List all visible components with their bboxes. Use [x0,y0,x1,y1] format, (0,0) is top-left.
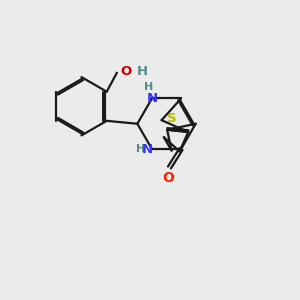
Text: S: S [167,112,176,125]
Text: O: O [162,171,174,185]
Text: N: N [146,92,158,105]
Text: H: H [136,65,148,78]
Text: O: O [120,65,132,78]
Text: N: N [142,142,153,155]
Text: H: H [136,144,146,154]
Text: H: H [144,82,154,92]
